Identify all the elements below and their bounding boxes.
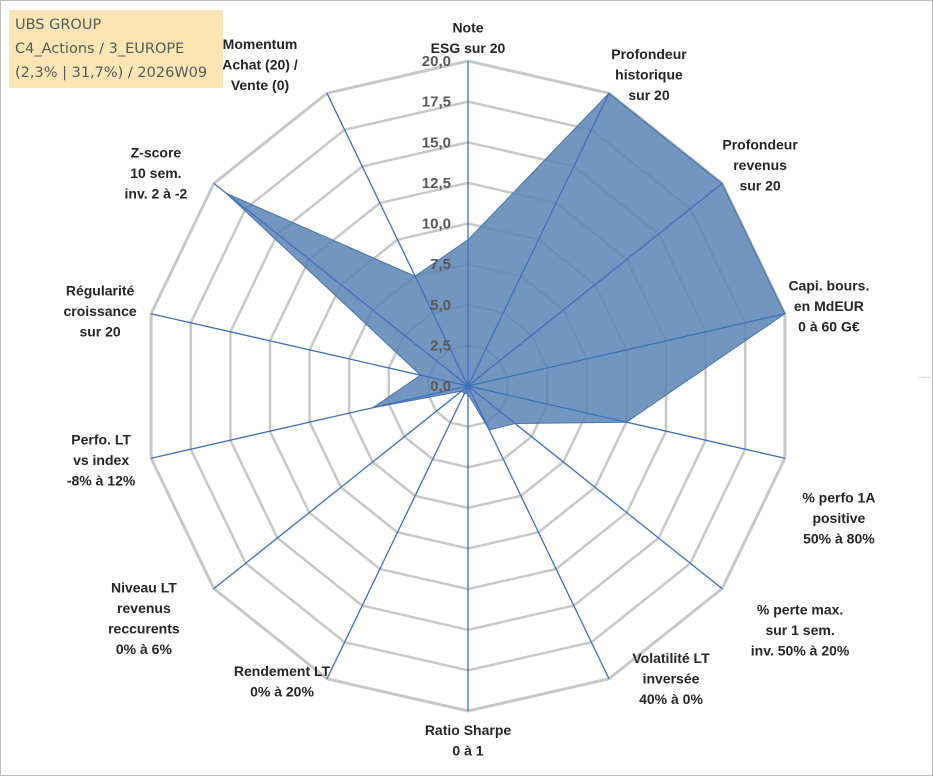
spoke-12 — [213, 182, 469, 387]
tick-label-8: 20,0 — [422, 53, 451, 70]
axis-label-6: Volatilité LT inversée 40% à 0% — [632, 650, 710, 707]
axis-label-6-line-0: Volatilité LT — [632, 650, 710, 666]
axis-label-13-line-0: Momentum — [223, 36, 298, 52]
axis-label-3-line-0: Capi. bours. — [788, 278, 869, 294]
axis-label-6-line-1: inversée — [643, 670, 700, 686]
axis-label-13-line-2: Vente (0) — [231, 77, 289, 93]
axis-label-11-line-2: sur 20 — [79, 324, 120, 340]
axis-label-4-line-1: positive — [812, 510, 865, 526]
axis-label-1: Profondeur historique sur 20 — [611, 46, 687, 103]
radar-spokes — [150, 61, 786, 711]
axis-label-8-line-1: 0% à 20% — [250, 683, 314, 699]
axis-label-0: Note ESG sur 20 — [431, 20, 506, 57]
axis-label-3-line-2: 0 à 60 G€ — [798, 319, 860, 335]
edge-dotted-line — [919, 377, 931, 378]
axis-label-0-line-1: ESG sur 20 — [431, 40, 506, 56]
axis-label-2: Profondeur revenus sur 20 — [722, 136, 798, 193]
axis-label-5-line-0: % perte max. — [757, 602, 843, 618]
axis-label-10: Perfo. LT vs index -8% à 12% — [67, 431, 136, 488]
axis-label-10-line-2: -8% à 12% — [67, 472, 136, 488]
axis-label-4-line-0: % perfo 1A — [802, 489, 875, 505]
spoke-2 — [467, 182, 723, 387]
spoke-10 — [150, 385, 469, 459]
axis-label-13-line-1: Achat (20) / — [222, 57, 298, 73]
spoke-1 — [467, 92, 610, 387]
axis-label-7: Ratio Sharpe 0 à 1 — [425, 722, 512, 759]
axis-label-9: Niveau LT revenus reccurents 0% à 6% — [108, 580, 180, 658]
spoke-6 — [467, 385, 610, 680]
spoke-5 — [467, 385, 723, 590]
axis-label-12-line-1: 10 sem. — [130, 165, 181, 181]
axis-label-12: Z-score 10 sem. inv. 2 à -2 — [125, 144, 188, 201]
tick-label-1: 2,5 — [430, 337, 451, 354]
axis-label-5: % perte max. sur 1 sem. inv. 50% à 20% — [751, 602, 850, 659]
axis-label-4: % perfo 1A positive 50% à 80% — [802, 489, 875, 546]
company-name: UBS GROUP — [15, 17, 102, 33]
axis-label-12-line-0: Z-score — [131, 144, 182, 160]
axis-label-10-line-0: Perfo. LT — [71, 431, 131, 447]
category-label: C4_Actions / 3_EUROPE — [15, 41, 185, 57]
axis-label-4-line-2: 50% à 80% — [803, 530, 875, 546]
radar-tick-labels: 0,0 2,5 5,0 7,5 10,0 12,5 15,0 17,5 20,0 — [422, 53, 451, 395]
axis-label-6-line-2: 40% à 0% — [639, 691, 703, 707]
spoke-8 — [326, 385, 469, 680]
axis-label-7-line-0: Ratio Sharpe — [425, 722, 512, 738]
axis-label-11-line-0: Régularité — [66, 283, 135, 299]
chart-title-box: UBS GROUP C4_Actions / 3_EUROPE (2,3% | … — [9, 10, 223, 88]
axis-label-2-line-0: Profondeur — [722, 136, 798, 152]
tick-label-5: 12,5 — [422, 175, 451, 192]
tick-label-7: 17,5 — [422, 94, 451, 111]
axis-label-1-line-0: Profondeur — [611, 46, 687, 62]
axis-label-7-line-1: 0 à 1 — [452, 743, 483, 759]
axis-label-12-line-2: inv. 2 à -2 — [125, 185, 188, 201]
spoke-9 — [213, 385, 469, 590]
axis-label-11: Régularité croissance sur 20 — [64, 283, 137, 340]
axis-label-1-line-2: sur 20 — [628, 87, 669, 103]
spoke-13 — [326, 92, 469, 387]
tick-label-3: 7,5 — [430, 256, 451, 273]
axis-label-10-line-1: vs index — [73, 452, 129, 468]
axis-label-2-line-2: sur 20 — [739, 177, 780, 193]
axis-label-13: Momentum Achat (20) / Vente (0) — [222, 36, 298, 93]
radar-axis-labels: Note ESG sur 20 Profondeur historique sur 20… — [64, 20, 876, 759]
tick-label-4: 10,0 — [422, 216, 451, 233]
axis-label-9-line-3: 0% à 6% — [116, 641, 173, 657]
axis-label-1-line-1: historique — [615, 67, 683, 83]
axis-label-8-line-0: Rendement LT — [234, 663, 331, 679]
axis-label-11-line-1: croissance — [64, 303, 137, 319]
axis-label-0-line-0: Note — [452, 20, 483, 36]
spoke-4 — [467, 385, 786, 459]
axis-label-2-line-1: revenus — [733, 157, 787, 173]
axis-label-5-line-2: inv. 50% à 20% — [751, 643, 850, 659]
axis-label-3-line-1: en MdEUR — [794, 298, 864, 314]
axis-label-9-line-2: reccurents — [108, 621, 180, 637]
spoke-11 — [150, 313, 469, 387]
stats-label: (2,3% | 31,7%) / 2026W09 — [15, 65, 208, 81]
axis-label-9-line-0: Niveau LT — [111, 580, 177, 596]
axis-label-3: Capi. bours. en MdEUR 0 à 60 G€ — [788, 278, 869, 335]
tick-label-2: 5,0 — [430, 297, 451, 314]
axis-label-8: Rendement LT 0% à 20% — [234, 663, 331, 700]
spoke-3 — [467, 313, 786, 387]
axis-label-9-line-1: revenus — [117, 600, 171, 616]
tick-label-0: 0,0 — [430, 378, 451, 395]
tick-label-6: 15,0 — [422, 134, 451, 151]
axis-label-5-line-1: sur 1 sem. — [765, 622, 834, 638]
